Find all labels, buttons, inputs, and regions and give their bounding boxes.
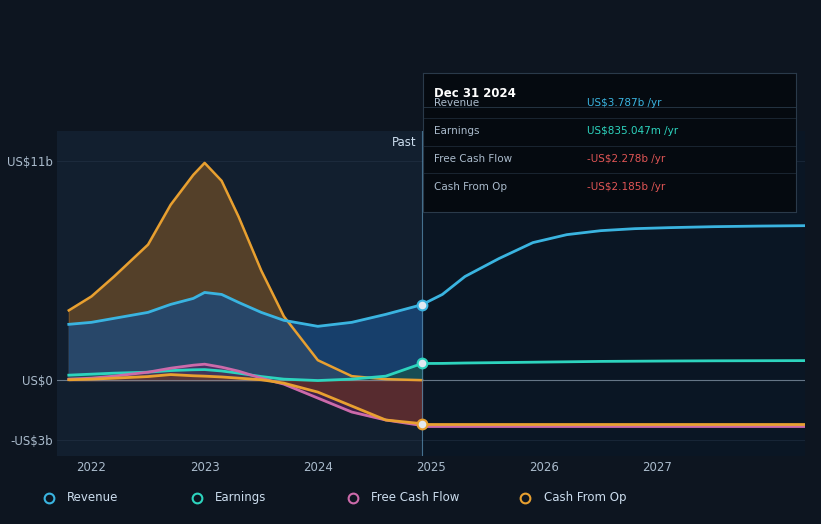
Text: Analysts Forecasts: Analysts Forecasts [428, 136, 538, 149]
Text: -US$2.278b /yr: -US$2.278b /yr [587, 154, 666, 164]
Text: Past: Past [392, 136, 416, 149]
Bar [57, 131, 422, 456]
Text: Revenue: Revenue [434, 99, 479, 108]
Text: Dec 31 2024: Dec 31 2024 [434, 87, 516, 100]
Text: Revenue: Revenue [67, 492, 119, 504]
Text: Cash From Op: Cash From Op [434, 182, 507, 192]
Text: Earnings: Earnings [434, 126, 479, 136]
Text: Cash From Op: Cash From Op [544, 492, 626, 504]
Text: US$835.047m /yr: US$835.047m /yr [587, 126, 678, 136]
Text: US$3.787b /yr: US$3.787b /yr [587, 99, 662, 108]
Text: Earnings: Earnings [215, 492, 267, 504]
Text: Free Cash Flow: Free Cash Flow [434, 154, 512, 164]
Text: -US$2.185b /yr: -US$2.185b /yr [587, 182, 666, 192]
Bar [422, 131, 805, 456]
Text: Free Cash Flow: Free Cash Flow [371, 492, 460, 504]
